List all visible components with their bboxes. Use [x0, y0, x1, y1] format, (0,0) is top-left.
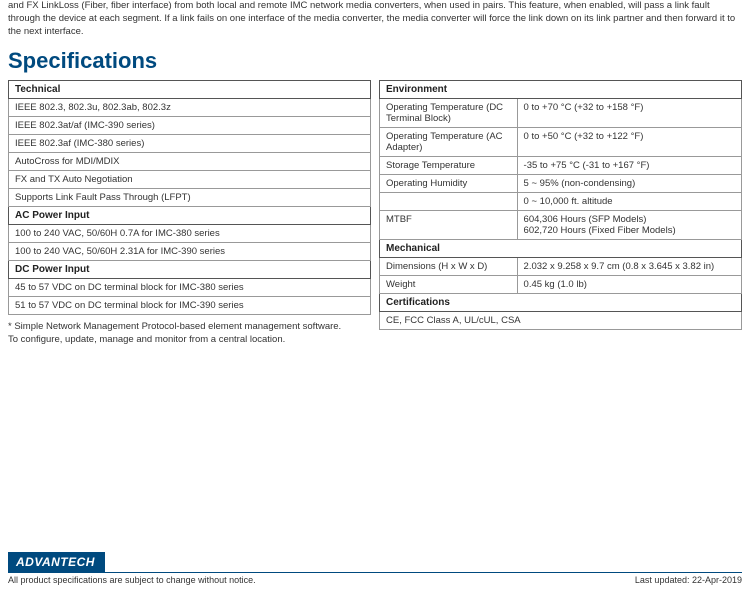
dc-row: 45 to 57 VDC on DC terminal block for IM…: [9, 279, 371, 297]
left-column: Technical IEEE 802.3, 802.3u, 802.3ab, 8…: [8, 80, 371, 347]
cert-row: CE, FCC Class A, UL/cUL, CSA: [380, 312, 742, 330]
right-spec-table: Environment Operating Temperature (DC Te…: [379, 80, 742, 330]
right-column: Environment Operating Temperature (DC Te…: [379, 80, 742, 347]
env-value: 604,306 Hours (SFP Models) 602,720 Hours…: [517, 211, 741, 240]
footer-row: All product specifications are subject t…: [8, 575, 742, 585]
footer: ADVANTECH All product specifications are…: [0, 552, 750, 591]
specifications-title: Specifications: [8, 48, 742, 74]
mechanical-header: Mechanical: [380, 240, 742, 258]
env-label: [380, 193, 518, 211]
environment-header: Environment: [380, 81, 742, 99]
tech-row: Supports Link Fault Pass Through (LFPT): [9, 189, 371, 207]
ac-row: 100 to 240 VAC, 50/60H 0.7A for IMC-380 …: [9, 225, 371, 243]
tech-row: IEEE 802.3af (IMC-380 series): [9, 135, 371, 153]
env-label: Operating Humidity: [380, 175, 518, 193]
tech-row: AutoCross for MDI/MDIX: [9, 153, 371, 171]
footnote: * Simple Network Management Protocol-bas…: [8, 321, 371, 347]
env-label: Operating Temperature (AC Adapter): [380, 128, 518, 157]
intro-paragraph: and FX LinkLoss (Fiber, fiber interface)…: [8, 0, 742, 38]
env-label: Storage Temperature: [380, 157, 518, 175]
tech-row: FX and TX Auto Negotiation: [9, 171, 371, 189]
advantech-logo: ADVANTECH: [8, 552, 105, 572]
env-value: 5 ~ 95% (non-condensing): [517, 175, 741, 193]
mech-label: Dimensions (H x W x D): [380, 258, 518, 276]
footer-date: Last updated: 22-Apr-2019: [635, 575, 742, 585]
dc-row: 51 to 57 VDC on DC terminal block for IM…: [9, 297, 371, 315]
technical-header: Technical: [9, 81, 371, 99]
env-label: MTBF: [380, 211, 518, 240]
ac-header: AC Power Input: [9, 207, 371, 225]
env-value: 0 to +50 °C (+32 to +122 °F): [517, 128, 741, 157]
mech-value: 2.032 x 9.258 x 9.7 cm (0.8 x 3.645 x 3.…: [517, 258, 741, 276]
env-value: -35 to +75 °C (-31 to +167 °F): [517, 157, 741, 175]
footer-divider: [8, 572, 742, 573]
spec-columns: Technical IEEE 802.3, 802.3u, 802.3ab, 8…: [8, 80, 742, 347]
left-spec-table: Technical IEEE 802.3, 802.3u, 802.3ab, 8…: [8, 80, 371, 315]
mech-label: Weight: [380, 276, 518, 294]
certifications-header: Certifications: [380, 294, 742, 312]
mech-value: 0.45 kg (1.0 lb): [517, 276, 741, 294]
env-value: 0 ~ 10,000 ft. altitude: [517, 193, 741, 211]
footer-top: ADVANTECH: [8, 552, 742, 572]
footer-disclaimer: All product specifications are subject t…: [8, 575, 256, 585]
dc-header: DC Power Input: [9, 261, 371, 279]
tech-row: IEEE 802.3at/af (IMC-390 series): [9, 117, 371, 135]
tech-row: IEEE 802.3, 802.3u, 802.3ab, 802.3z: [9, 99, 371, 117]
footnote-line2: To configure, update, manage and monitor…: [8, 334, 285, 345]
env-label: Operating Temperature (DC Terminal Block…: [380, 99, 518, 128]
ac-row: 100 to 240 VAC, 50/60H 2.31A for IMC-390…: [9, 243, 371, 261]
env-value: 0 to +70 °C (+32 to +158 °F): [517, 99, 741, 128]
footnote-line1: * Simple Network Management Protocol-bas…: [8, 321, 341, 332]
